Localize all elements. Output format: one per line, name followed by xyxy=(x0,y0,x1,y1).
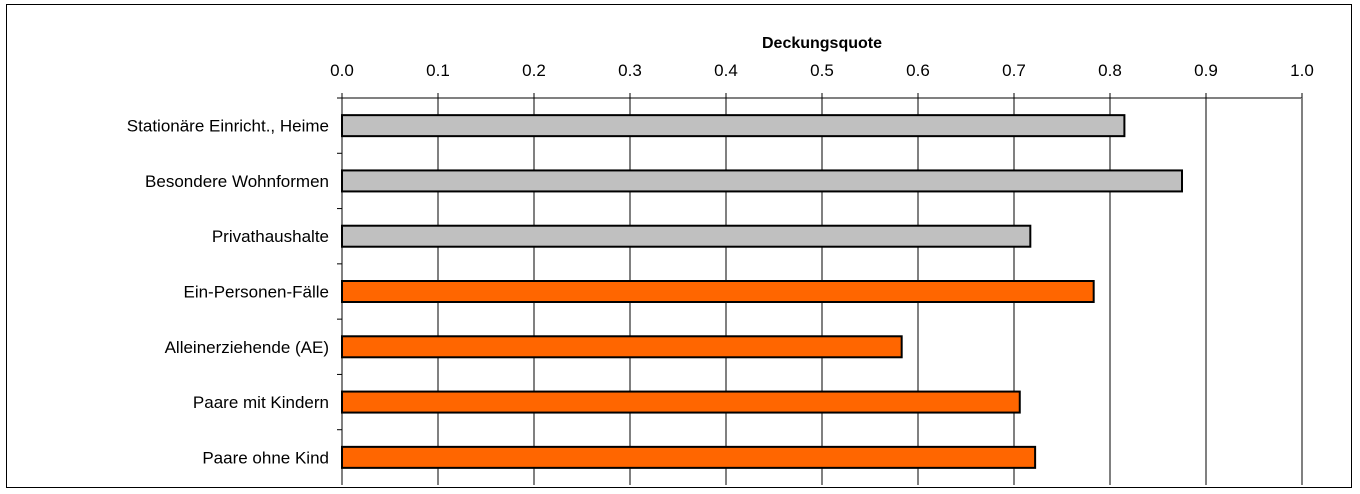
x-axis-ticks: 0.0 0.1 0.2 0.3 0.4 0.5 0.6 0.7 0.8 0.9 1.0 xyxy=(330,61,1314,98)
x-tick-label: 0.2 xyxy=(522,61,546,80)
x-tick-label: 0.1 xyxy=(426,61,450,80)
x-tick-label: 0.3 xyxy=(618,61,642,80)
x-tick-label: 0.5 xyxy=(810,61,834,80)
category-label: Ein-Personen-Fälle xyxy=(183,283,329,302)
chart-frame: Deckungsquote 0.0 0.1 0.2 0.3 0.4 0.5 0.6 0.7 0.… xyxy=(6,4,1352,488)
bar xyxy=(341,390,1021,414)
bar xyxy=(341,169,1183,193)
x-axis-label: Deckungsquote xyxy=(762,35,882,52)
category-label: Paare mit Kindern xyxy=(193,393,329,412)
x-tick-label: 0.6 xyxy=(906,61,930,80)
x-tick-label: 0.7 xyxy=(1002,61,1026,80)
bar xyxy=(341,224,1032,248)
x-tick-label: 1.0 xyxy=(1290,61,1314,80)
bar xyxy=(341,114,1126,138)
bars xyxy=(341,114,1183,469)
category-label: Alleinerziehende (AE) xyxy=(165,338,329,357)
x-tick-label: 0.4 xyxy=(714,61,738,80)
bar-chart: Deckungsquote 0.0 0.1 0.2 0.3 0.4 0.5 0.6 0.7 0.… xyxy=(127,35,1314,485)
category-label: Stationäre Einricht., Heime xyxy=(127,117,329,136)
category-label: Paare ohne Kind xyxy=(202,448,329,467)
x-tick-label: 0.0 xyxy=(330,61,354,80)
plot-area xyxy=(337,97,1303,485)
x-tick-label: 0.8 xyxy=(1098,61,1122,80)
category-label: Privathaushalte xyxy=(212,227,329,246)
bar xyxy=(341,280,1095,303)
x-tick-label: 0.9 xyxy=(1194,61,1218,80)
category-label: Besondere Wohnformen xyxy=(145,172,329,191)
bar xyxy=(341,335,903,359)
y-axis-labels: Stationäre Einricht., Heime Besondere Woh… xyxy=(127,117,329,468)
bar xyxy=(341,445,1037,469)
